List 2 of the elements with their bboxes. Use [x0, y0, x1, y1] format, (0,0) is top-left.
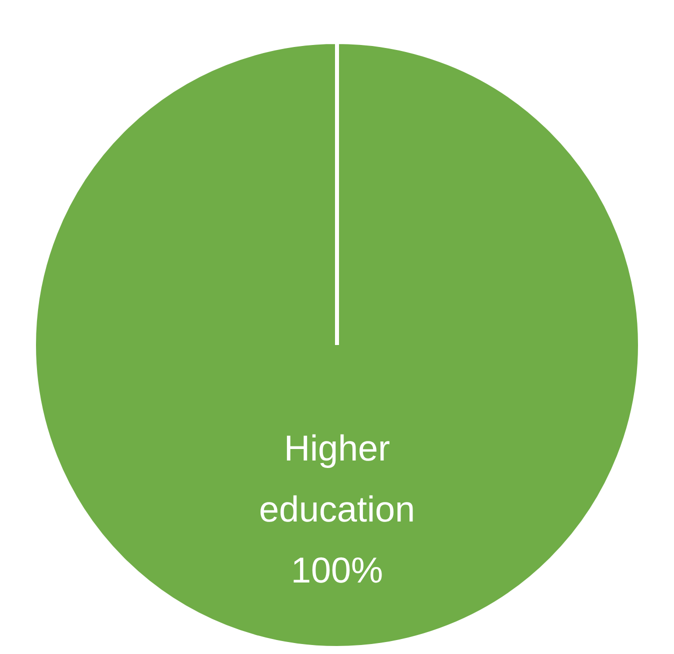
slice-label: Higher education — [258, 428, 416, 530]
data-label: 100% — [290, 550, 384, 591]
